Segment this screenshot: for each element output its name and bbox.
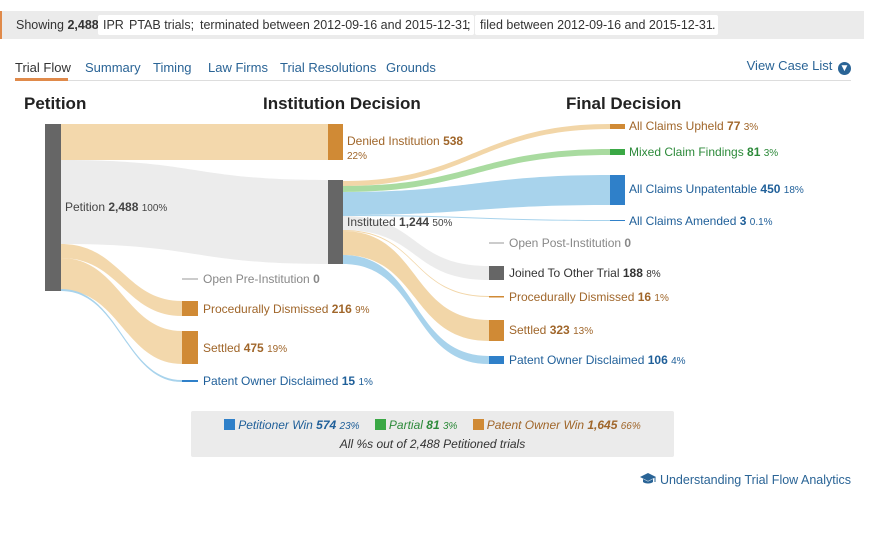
flow-instituted-to-amended[interactable]	[343, 215, 610, 221]
label-settled-pre: Settled 475 19%	[203, 341, 288, 355]
column-header-final: Final Decision	[566, 94, 682, 113]
column-header-institution: Institution Decision	[263, 94, 421, 113]
node-joined[interactable]	[489, 266, 504, 280]
node-amended[interactable]	[610, 220, 625, 221]
outcome-legend: Petitioner Win 574 23% Partial 81 3% Pat…	[191, 411, 674, 457]
label-proc-dismissed-pre: Procedurally Dismissed 216 9%	[203, 302, 370, 316]
understanding-trial-flow-link[interactable]: Understanding Trial Flow Analytics	[639, 473, 851, 487]
flow-petition-to-proc-dismissed[interactable]	[61, 244, 182, 316]
label-open-pre: Open Pre-Institution 0	[203, 272, 320, 286]
label-amended: All Claims Amended 3 0.1%	[629, 214, 773, 228]
label-proc-dismissed-post: Procedurally Dismissed 16 1%	[509, 290, 669, 304]
flow-petition-to-settled[interactable]	[61, 258, 182, 364]
filter-chip-board[interactable]: PTAB trials;	[124, 15, 200, 35]
flow-instituted-to-joined[interactable]	[343, 216, 489, 280]
legend-note: All %s out of 2,488 Petitioned trials	[339, 437, 526, 451]
label-petition: Petition 2,488 100%	[65, 200, 168, 214]
legend-item-partial: Partial 81 3%	[374, 418, 457, 432]
tab-summary[interactable]: Summary	[85, 60, 141, 75]
orange-swatch	[472, 419, 484, 430]
showing-text: Showing 2,488	[16, 18, 99, 32]
node-po-disclaimed-pre[interactable]	[182, 380, 198, 382]
flow-instituted-to-unpatentable[interactable]	[343, 175, 610, 215]
flow-instituted-to-mixed[interactable]	[343, 149, 610, 192]
legend-item-petitioner-win: Petitioner Win 574 23%	[224, 418, 360, 432]
label-denied: Denied Institution 538 22%	[347, 134, 464, 162]
graduation-cap-icon	[639, 473, 656, 484]
label-settled-post: Settled 323 13%	[509, 323, 594, 337]
node-instituted[interactable]	[328, 180, 343, 264]
column-header-petition: Petition	[24, 94, 87, 113]
node-settled-post[interactable]	[489, 320, 504, 341]
legend-items: Petitioner Win 574 23% Partial 81 3% Pat…	[191, 418, 674, 432]
label-open-post: Open Post-Institution 0	[509, 236, 632, 250]
node-unpatentable[interactable]	[610, 175, 625, 205]
tabs-divider	[15, 80, 851, 81]
label-unpatentable: All Claims Unpatentable 450 18%	[629, 182, 804, 196]
node-proc-dismissed-pre[interactable]	[182, 301, 198, 316]
filter-end: .	[712, 18, 716, 32]
tab-trial-resolutions[interactable]: Trial Resolutions	[280, 60, 377, 75]
flow-instituted-to-settled[interactable]	[343, 231, 489, 341]
node-settled-pre[interactable]	[182, 331, 198, 364]
node-petition[interactable]	[45, 124, 61, 291]
tab-timing[interactable]: Timing	[153, 60, 192, 75]
green-swatch	[374, 419, 386, 430]
node-po-disclaimed-post[interactable]	[489, 356, 504, 364]
flow-petition-to-denied[interactable]	[61, 124, 328, 160]
label-mixed: Mixed Claim Findings 81 3%	[629, 145, 779, 159]
active-tab-indicator	[15, 78, 68, 81]
legend-item-patent-owner-win: Patent Owner Win 1,645 66%	[472, 418, 641, 432]
flow-instituted-to-po-disclaimed[interactable]	[343, 255, 489, 364]
node-mixed[interactable]	[610, 149, 625, 155]
flow-instituted-to-upheld[interactable]	[343, 124, 610, 186]
node-denied[interactable]	[328, 124, 343, 160]
blue-swatch	[224, 419, 236, 430]
node-upheld[interactable]	[610, 124, 625, 129]
filter-bar: Showing 2,488 IPR PTAB trials; terminate…	[0, 11, 864, 39]
label-joined: Joined To Other Trial 188 8%	[509, 266, 661, 280]
label-instituted: Instituted 1,244 50%	[347, 215, 453, 229]
filter-chip-type[interactable]: IPR	[98, 15, 129, 35]
label-po-disclaimed-post: Patent Owner Disclaimed 106 4%	[509, 353, 686, 367]
view-case-list-link[interactable]: View Case List ▼	[746, 58, 851, 75]
filter-separator: ;	[467, 18, 471, 32]
tab-trial-flow[interactable]: Trial Flow	[15, 60, 71, 75]
node-proc-dismissed-post[interactable]	[489, 296, 504, 298]
filter-chip-filed[interactable]: filed between 2012-09-16 and 2015-12-31	[475, 15, 718, 35]
filter-chip-terminated[interactable]: terminated between 2012-09-16 and 2015-1…	[195, 15, 474, 35]
tab-grounds[interactable]: Grounds	[386, 60, 436, 75]
circle-arrow-down-icon: ▼	[838, 62, 851, 75]
label-upheld: All Claims Upheld 77 3%	[629, 119, 759, 133]
label-po-disclaimed-pre: Patent Owner Disclaimed 15 1%	[203, 374, 373, 388]
tab-law-firms[interactable]: Law Firms	[208, 60, 268, 75]
flow-petition-to-instituted[interactable]	[61, 160, 328, 264]
